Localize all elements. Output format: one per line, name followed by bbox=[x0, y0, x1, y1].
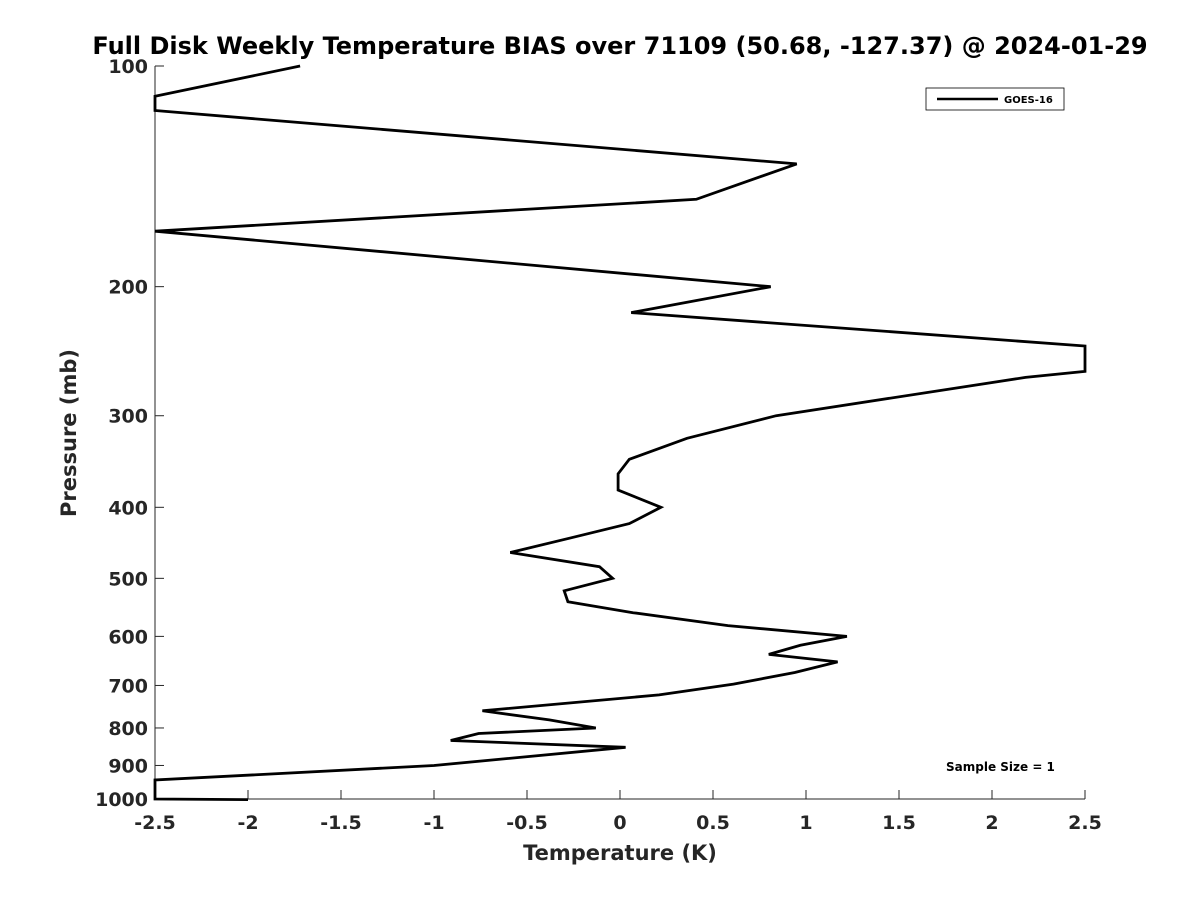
chart-title: Full Disk Weekly Temperature BIAS over 7… bbox=[92, 32, 1147, 60]
y-tick-label: 200 bbox=[108, 277, 148, 299]
legend: GOES-16 bbox=[925, 87, 1065, 111]
y-tick-label: 600 bbox=[108, 626, 148, 648]
series-line-goes-16 bbox=[153, 64, 1087, 801]
x-axis-ticks: -2.5 -2 -1.5 -1 -0.5 0 0.5 1 1.5 2 2.5 bbox=[134, 790, 1102, 834]
x-tick-label: -2 bbox=[237, 812, 258, 834]
x-tick-label: -1.5 bbox=[320, 812, 362, 834]
y-tick-label: 400 bbox=[108, 497, 148, 519]
x-tick-label: -0.5 bbox=[506, 812, 548, 834]
x-tick-label: -1 bbox=[423, 812, 444, 834]
y-tick-label: 300 bbox=[108, 406, 148, 428]
x-tick-label: -2.5 bbox=[134, 812, 176, 834]
y-tick-label: 700 bbox=[108, 675, 148, 697]
y-tick-label: 500 bbox=[108, 568, 148, 590]
series-layer bbox=[153, 64, 1087, 801]
x-tick-label: 1 bbox=[799, 812, 812, 834]
x-axis-label: Temperature (K) bbox=[523, 841, 717, 865]
y-axis-label: Pressure (mb) bbox=[57, 349, 81, 517]
x-tick-label: 2.5 bbox=[1068, 812, 1102, 834]
y-axis-ticks: 100 200 300 400 500 600 700 800 900 1000 bbox=[95, 56, 164, 811]
x-tick-label: 0.5 bbox=[696, 812, 730, 834]
y-tick-label: 900 bbox=[108, 755, 148, 777]
x-tick-label: 2 bbox=[985, 812, 998, 834]
sample-size-annotation: Sample Size = 1 bbox=[946, 760, 1055, 774]
x-tick-label: 0 bbox=[613, 812, 626, 834]
y-tick-label: 800 bbox=[108, 718, 148, 740]
y-tick-label: 1000 bbox=[95, 789, 148, 811]
y-tick-label: 100 bbox=[108, 56, 148, 78]
x-tick-label: 1.5 bbox=[882, 812, 916, 834]
legend-label-goes-16: GOES-16 bbox=[1004, 95, 1053, 106]
